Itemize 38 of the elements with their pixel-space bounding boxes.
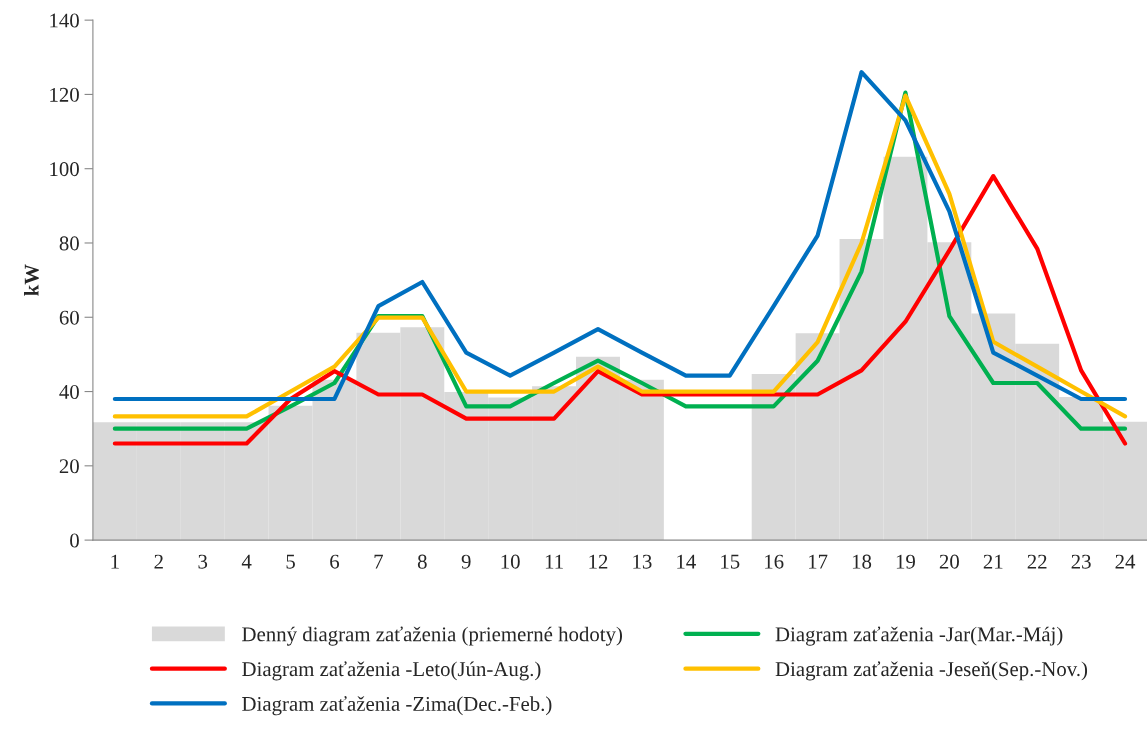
x-tick-label: 18	[852, 554, 872, 569]
y-tick-label: 120	[50, 87, 79, 102]
x-tick-label: 21	[983, 554, 1003, 569]
x-tick-label: 14	[677, 554, 696, 569]
legend-label: Diagram zaťaženia -Jeseň(Sep.-Nov.)	[775, 661, 1088, 681]
x-tick-label: 16	[765, 554, 784, 569]
x-tick-label: 2	[154, 554, 163, 569]
y-tick-label: 40	[59, 384, 79, 399]
legend-label: Diagram zaťaženia -Zima(Dec.-Feb.)	[242, 696, 552, 716]
x-tick-label: 10	[501, 554, 520, 569]
x-tick-label: 23	[1071, 554, 1091, 569]
x-tick-label: 6	[330, 554, 340, 569]
x-tick-label: 7	[374, 554, 383, 569]
x-tick-label: 4	[241, 554, 252, 569]
y-tick-label: 60	[59, 310, 79, 325]
y-tick-label: 20	[59, 459, 79, 474]
y-tick-label: 0	[70, 533, 79, 548]
y-axis-title: kW	[24, 264, 39, 296]
legend-label: Diagram zaťaženia -Leto(Jún-Aug.)	[242, 661, 541, 681]
x-tick-label: 22	[1027, 554, 1047, 569]
x-tick-label: 19	[896, 554, 915, 569]
x-tick-label: 5	[286, 554, 295, 569]
x-tick-label: 12	[589, 554, 608, 569]
y-tick-label: 80	[59, 236, 79, 251]
y-tick-label: 100	[50, 162, 79, 177]
x-tick-label: 8	[417, 554, 427, 569]
x-tick-label: 24	[1115, 554, 1136, 569]
x-tick-label: 13	[633, 554, 652, 569]
legend-label: Diagram zaťaženia -Jar(Mar.-Máj)	[775, 626, 1063, 646]
x-tick-label: 9	[461, 554, 471, 569]
x-tick-label: 17	[809, 554, 828, 569]
legend-label: Denný diagram zaťaženia (priemerné hodoty)	[242, 626, 623, 646]
x-tick-label: 11	[545, 554, 563, 569]
x-tick-label: 3	[198, 554, 208, 569]
x-tick-label: 20	[939, 554, 959, 569]
y-tick-label: 140	[50, 13, 79, 28]
x-tick-label: 15	[721, 554, 740, 569]
x-tick-label: 1	[111, 554, 119, 569]
